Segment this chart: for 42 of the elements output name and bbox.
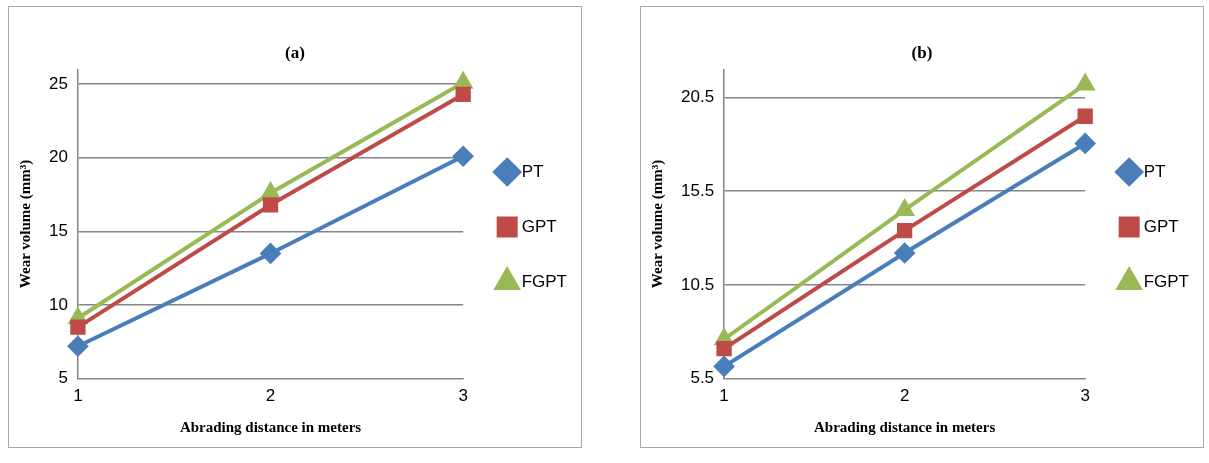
x-axis-title: Abrading distance in meters (179, 418, 362, 435)
point (714, 356, 735, 377)
y-tick-label: 15 (48, 221, 68, 241)
point (1075, 133, 1096, 154)
x-tick-label: 2 (265, 386, 276, 406)
legend-label: FGPT (521, 271, 568, 291)
point (453, 146, 474, 167)
y-tick-label: 10 (48, 294, 68, 314)
y-tick-label: 5.5 (690, 368, 715, 388)
chart-title: (a) (285, 42, 305, 62)
legend-label: GPT (521, 216, 557, 236)
x-tick-label: 1 (73, 386, 83, 406)
point (895, 199, 914, 216)
x-tick-label: 3 (1080, 386, 1090, 406)
point (716, 340, 732, 357)
point (1076, 74, 1095, 91)
point (70, 319, 86, 335)
point (1077, 108, 1093, 124)
point (455, 86, 471, 103)
x-tick-label: 1 (719, 386, 729, 406)
legend-label: PT (521, 161, 544, 181)
point (262, 197, 279, 213)
y-axis-title: Wear volume (mm³) (16, 159, 34, 289)
x-tick-label: 3 (458, 386, 468, 406)
y-tick-label: 10.5 (680, 274, 715, 294)
point (894, 243, 915, 264)
point (896, 222, 913, 239)
legend-label: GPT (1143, 216, 1179, 236)
x-tick-label: 2 (899, 386, 910, 406)
y-axis-title: Wear volume (mm³) (648, 159, 666, 289)
y-tick-label: 20.5 (680, 87, 715, 107)
point (261, 183, 280, 200)
point (260, 243, 281, 264)
chart-title: (b) (911, 42, 933, 62)
y-tick-label: 25 (48, 73, 68, 93)
y-tick-label: 15.5 (680, 180, 715, 200)
x-axis-title: Abrading distance in meters (814, 418, 996, 435)
legend-label: PT (1143, 161, 1166, 181)
point (67, 336, 88, 357)
legend-label: FGPT (1143, 271, 1190, 291)
y-tick-label: 20 (48, 147, 68, 167)
y-tick-label: 5 (58, 368, 68, 388)
